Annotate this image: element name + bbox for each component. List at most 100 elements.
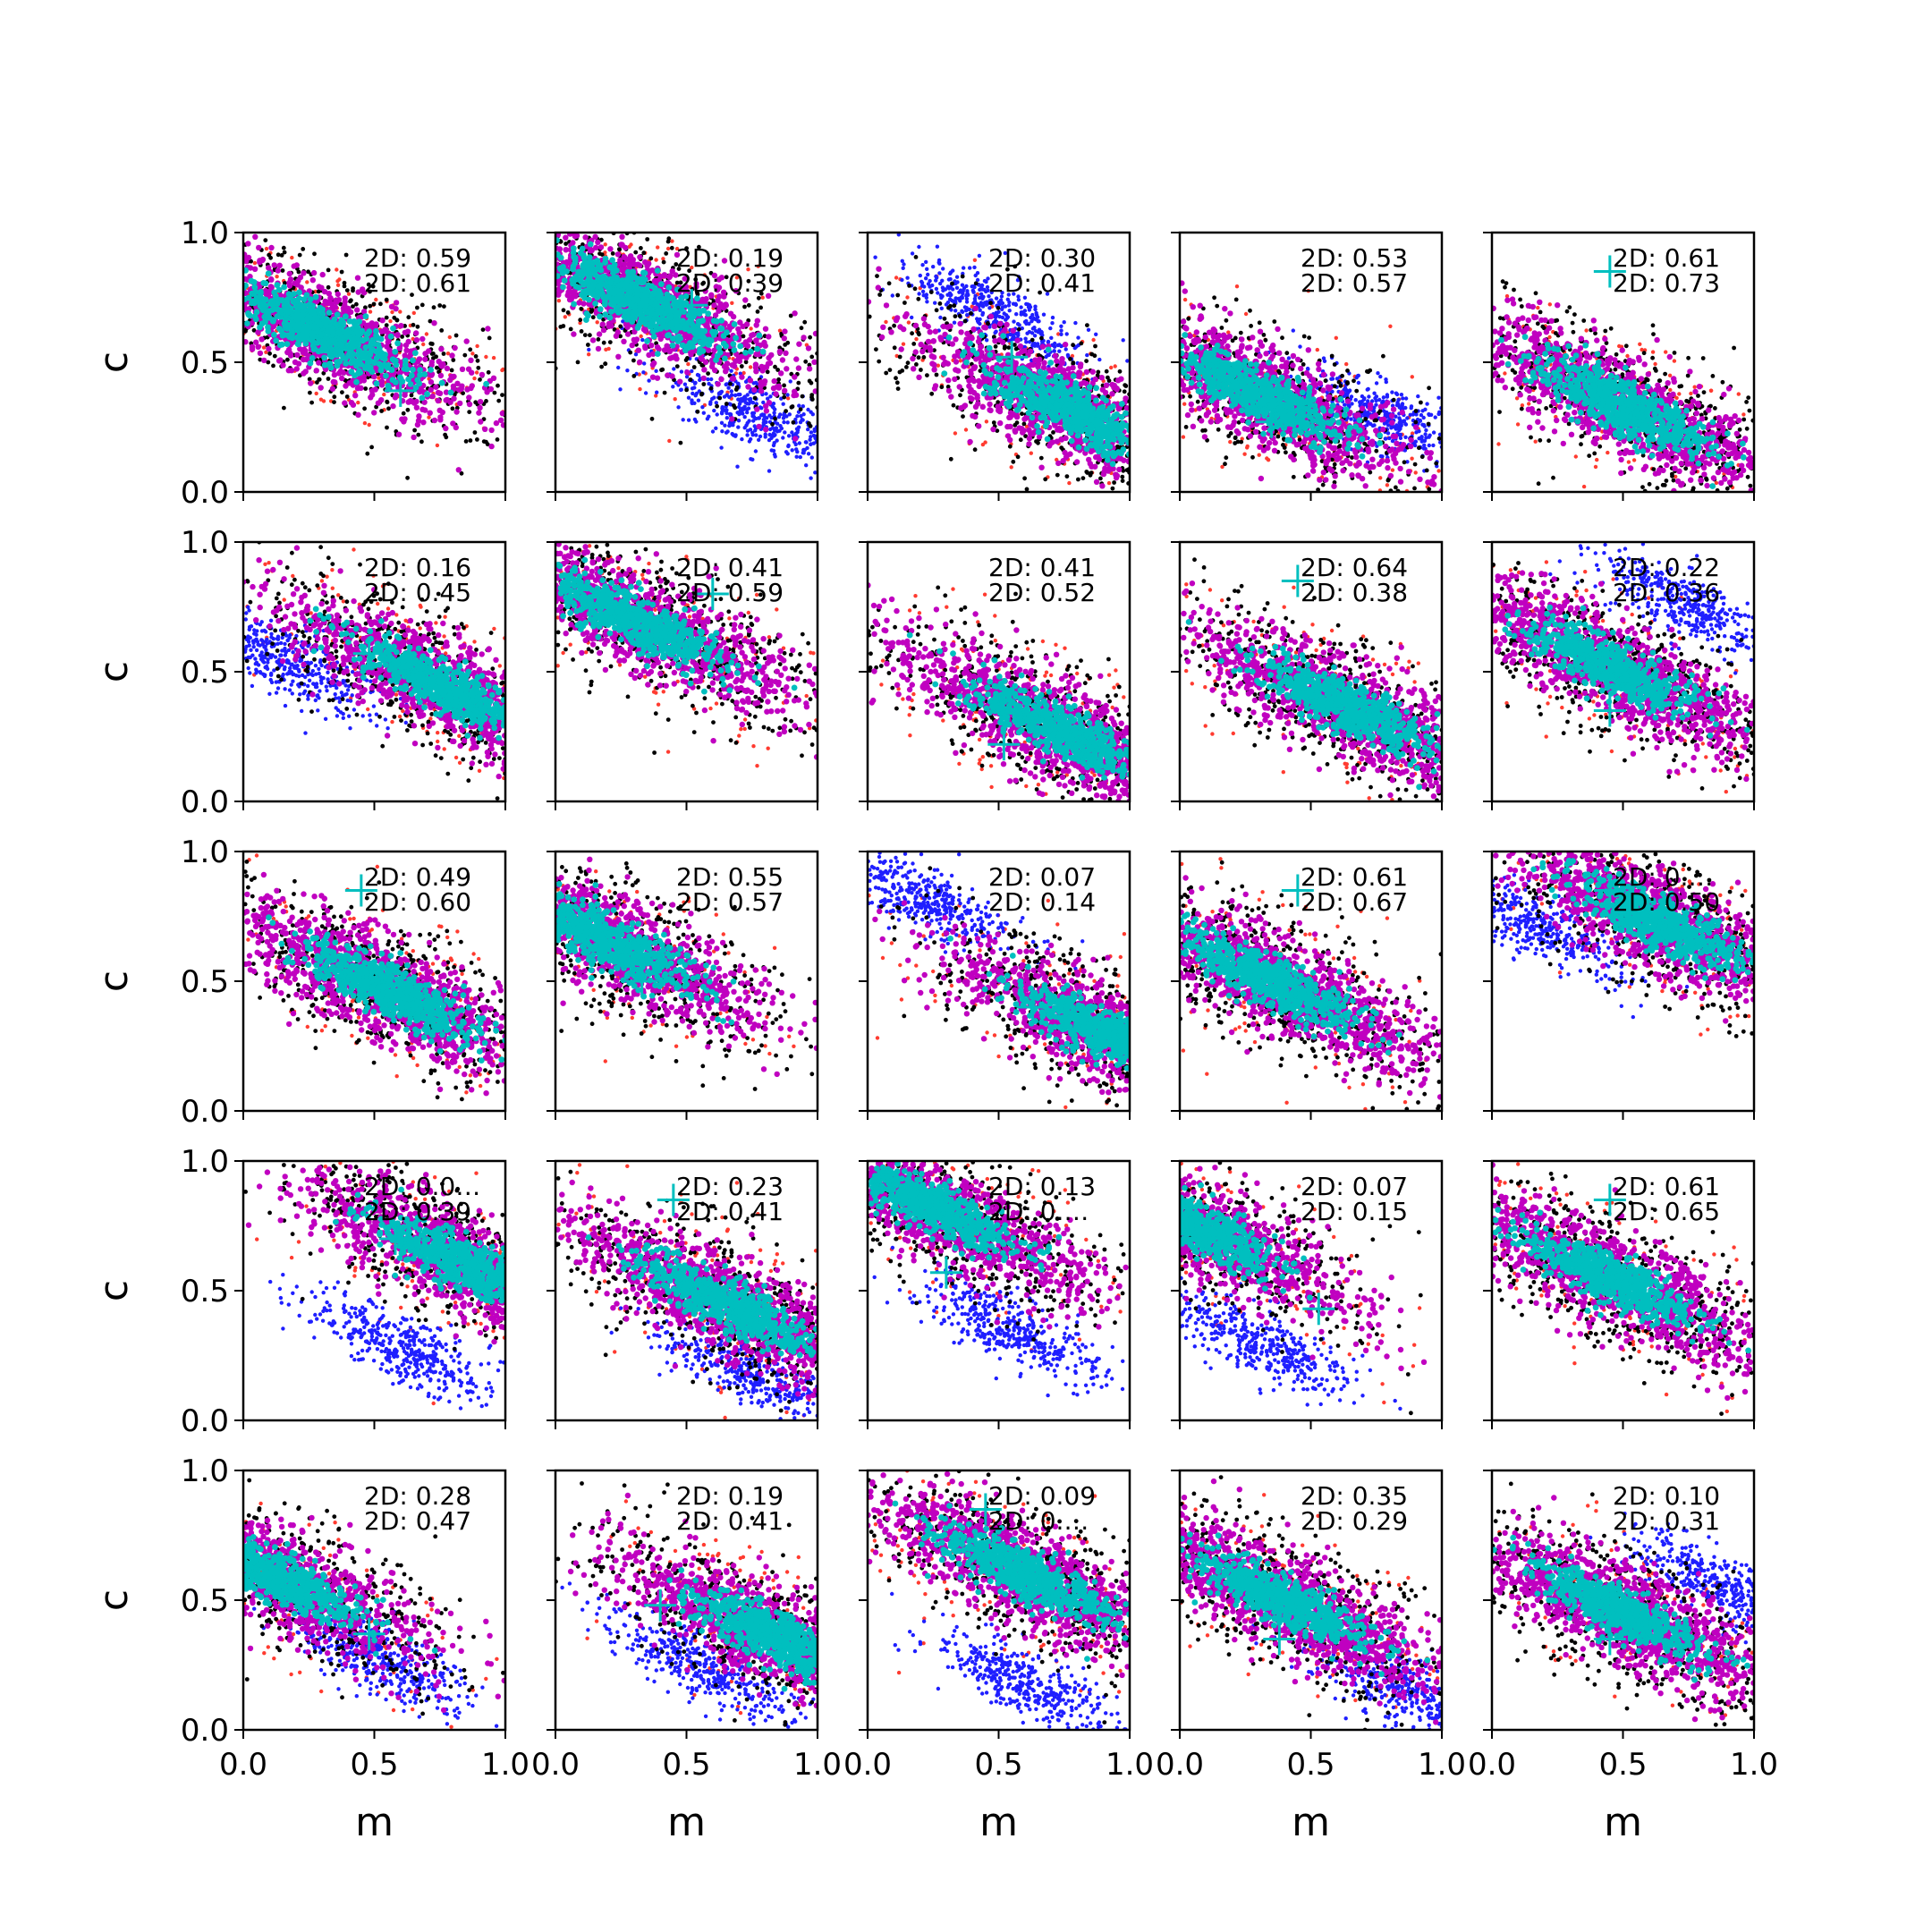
annotation-text: 2D: 0.41: [988, 268, 1096, 298]
plot-area: [243, 542, 505, 801]
x-axis-label: m: [979, 1800, 1018, 1845]
core-points: [1180, 1531, 1431, 1677]
y-tick-label: 0.5: [181, 964, 229, 1000]
annotation-text: 2D: 0.41: [988, 553, 1096, 582]
plot-area: [1492, 852, 1754, 1038]
annotation-text: 2D: 0.50: [1613, 887, 1720, 917]
truth-marker: [625, 965, 658, 997]
core-points: [1180, 1182, 1313, 1301]
annotation-text: 2D: 0.73: [1613, 268, 1720, 298]
truth-marker: [969, 1493, 1002, 1526]
subplot-r3-c0: 2D: 0.0…2D: 0.39 0.0 0.5 1.0 c: [91, 1144, 507, 1439]
annotation-text: 2D: 0.14: [988, 887, 1096, 917]
y-tick-label: 0.0: [181, 475, 229, 511]
x-tick-label: 0.5: [1286, 1747, 1335, 1783]
alt-points: [243, 605, 409, 735]
core-points: [555, 556, 798, 695]
plot-area: [1492, 1481, 1754, 1727]
annotation-text: 2D: 0.…: [988, 1506, 1089, 1536]
truth-marker: [1593, 1183, 1626, 1216]
plot-area: [555, 1163, 818, 1420]
annotation-text: 2D: 0.59: [364, 243, 471, 273]
truth-marker: [1302, 1292, 1335, 1326]
annotation-text: 2D: 0.61: [1613, 1172, 1720, 1201]
core-points: [243, 1534, 438, 1657]
annotation-text: 2D: 0.31: [1613, 1506, 1720, 1536]
core-points: [1492, 1207, 1751, 1354]
y-tick-label: 0.5: [181, 655, 229, 691]
x-tick-label: 0.0: [219, 1747, 267, 1783]
annotation-text: 2D: 0.57: [676, 887, 784, 917]
y-tick-label: 1.0: [181, 1144, 229, 1180]
plot-area: [1180, 557, 1442, 801]
truth-marker: [352, 637, 386, 670]
annotation-text: 2D: 0.61: [1301, 862, 1408, 892]
core-points: [906, 631, 1130, 781]
annotation-text: 2D: 0.0…: [364, 1172, 480, 1201]
y-axis-label: c: [91, 661, 137, 682]
y-tick-label: 0.0: [181, 1713, 229, 1749]
plot-area: [555, 233, 818, 480]
annotation-text: 2D: 0.41: [676, 553, 784, 582]
annotation-text: 2D: 0.57: [1301, 268, 1408, 298]
x-axis-label: m: [355, 1800, 394, 1845]
core-points: [666, 1567, 818, 1692]
core-points: [1180, 911, 1402, 1056]
x-axis-label: m: [1604, 1800, 1642, 1845]
annotation-text: 2D: 0.07: [1301, 1172, 1408, 1201]
plot-area: [555, 1481, 818, 1729]
y-axis-label: c: [91, 1589, 137, 1611]
truth-marker: [378, 1223, 411, 1255]
plot-area: [868, 1161, 1129, 1398]
alt-points: [268, 1273, 505, 1411]
x-tick-label: 1.0: [481, 1747, 530, 1783]
truth-marker: [1281, 564, 1314, 597]
truth-marker: [1593, 255, 1626, 288]
annotation-text: 2D: 0.35: [1301, 1481, 1408, 1511]
core-points: [1185, 619, 1442, 791]
annotation-text: 2D: 0.30: [988, 243, 1096, 273]
annotation-text: 2D: 0.38: [1301, 578, 1408, 607]
annotation-text: 2D: 0.19: [676, 1481, 784, 1511]
truth-marker: [1016, 991, 1049, 1023]
y-tick-label: 1.0: [181, 525, 229, 561]
y-tick-label: 0.0: [181, 1094, 229, 1130]
x-tick-label: 0.5: [1598, 1747, 1647, 1783]
alt-points: [1492, 873, 1690, 1020]
core-points: [1502, 604, 1750, 739]
annotation-text: 2D: 0.41: [676, 1506, 784, 1536]
core-points: [266, 914, 505, 1063]
annotation-text: 2D: 0.22: [1613, 553, 1720, 582]
truth-marker: [344, 874, 377, 907]
annotation-text: 2D: 0.59: [676, 578, 784, 607]
plot-area: [1180, 1161, 1428, 1416]
annotation-text: 2D: 0.19: [676, 243, 784, 273]
annotation-text: 2D: 0.61: [364, 268, 471, 298]
x-tick-label: 0.0: [843, 1747, 892, 1783]
truth-marker: [1281, 874, 1314, 907]
annotation-text: 2D: 0.16: [364, 553, 471, 582]
x-tick-label: 0.0: [531, 1747, 580, 1783]
annotation-text: 2D: 0.39: [676, 268, 784, 298]
truth-marker: [1593, 874, 1626, 907]
x-tick-label: 0.5: [350, 1747, 398, 1783]
annotation-text: 2D: 0.15: [1301, 1197, 1408, 1226]
truth-marker: [352, 1617, 386, 1650]
y-axis-label: c: [91, 970, 137, 992]
core-points: [941, 332, 1130, 468]
truth-marker: [1255, 405, 1288, 438]
annotation-text: 2D: 0.39: [364, 1197, 471, 1226]
plot-area: [243, 233, 505, 480]
y-tick-label: 1.0: [181, 835, 229, 870]
y-tick-label: 0.5: [181, 1274, 229, 1309]
y-tick-label: 0.0: [181, 784, 229, 820]
